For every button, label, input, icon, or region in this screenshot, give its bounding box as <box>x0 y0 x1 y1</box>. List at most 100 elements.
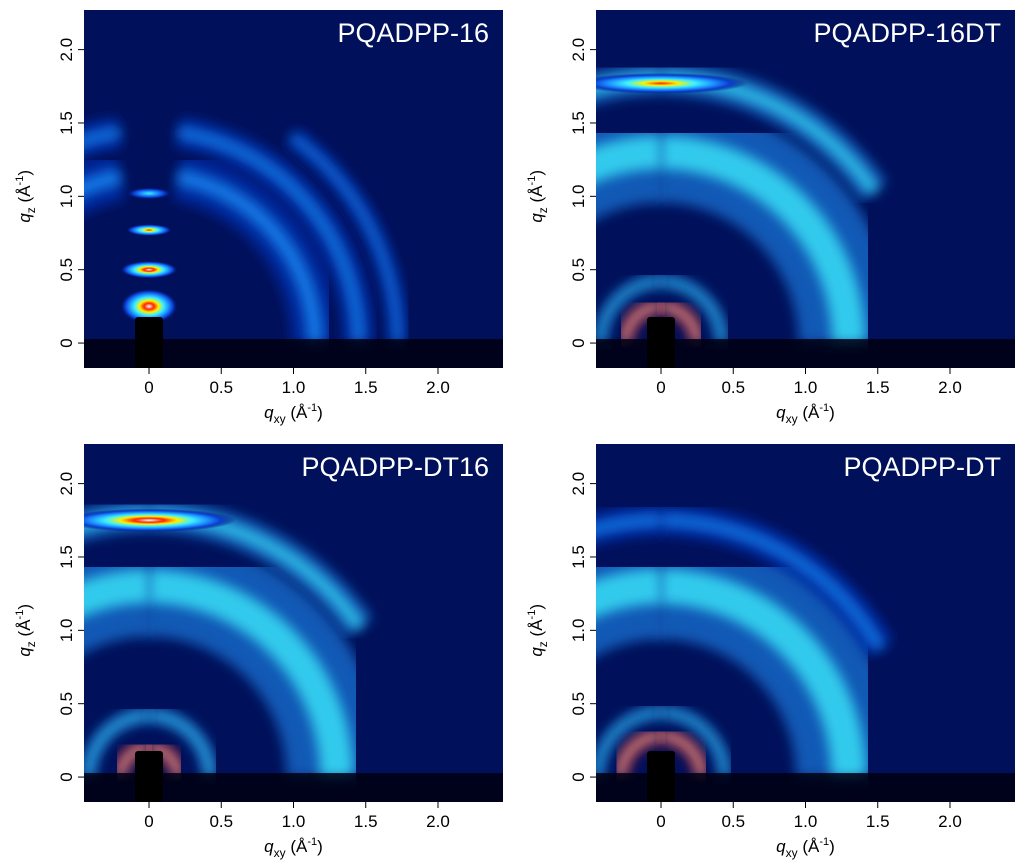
diffraction-peak <box>125 187 173 200</box>
scattering-image <box>84 444 503 802</box>
y-tick-label: 1.5 <box>57 545 76 569</box>
x-axis-label: qxy (Å-1) <box>776 402 835 426</box>
y-tick-label: 2.0 <box>57 472 76 496</box>
beamstop <box>135 317 164 368</box>
x-tick-label: 0.5 <box>721 378 745 397</box>
x-tick-label: 0 <box>144 812 153 831</box>
scattering-image <box>596 10 1015 368</box>
y-axis-label: qz (Å-1) <box>526 170 550 223</box>
x-tick-label: 2.0 <box>426 378 450 397</box>
diffraction-ring-core <box>148 712 213 778</box>
axes: 0 0.5 1.0 1.5 2.0 0 0.5 1.0 1.5 2.0 qxy (Å-1) qz (Å… <box>14 472 450 860</box>
diffraction-ring-core <box>596 710 661 778</box>
diffraction-ring-core <box>84 569 150 617</box>
x-tick-label: 0 <box>144 378 153 397</box>
x-axis-label: qxy (Å-1) <box>264 402 323 426</box>
y-tick-label: 1.5 <box>57 111 76 135</box>
y-tick-label: 1.0 <box>57 185 76 209</box>
diffraction-peak <box>596 73 748 94</box>
diffraction-ring-core <box>149 745 181 778</box>
diffraction-peak <box>120 288 178 324</box>
diffraction-ring-core <box>622 303 661 344</box>
x-tick-label: 0 <box>656 378 665 397</box>
scattering-image <box>596 444 1015 802</box>
y-tick-label: 2.0 <box>57 38 76 62</box>
diffraction-peak <box>120 260 178 279</box>
diffraction-ring-core <box>660 568 867 778</box>
x-tick-label: 1.0 <box>794 812 818 831</box>
x-tick-label: 0 <box>656 812 665 831</box>
giwaxs-pattern: PQADPP-DT <box>596 444 1015 802</box>
panel-pqadpp-dt16: PQADPP-DT16 0 0.5 1.0 1.5 2.0 0 0.5 1.0 1.5 2.0 qxy… <box>0 434 512 867</box>
scattering-image <box>84 10 503 368</box>
panel-title: PQADPP-DT <box>843 452 1001 482</box>
x-tick-label: 1.0 <box>282 378 306 397</box>
y-tick-label: 0.5 <box>569 258 588 282</box>
diffraction-peak <box>84 508 236 532</box>
x-tick-label: 0.5 <box>209 378 233 397</box>
diffraction-ring-core <box>617 733 661 778</box>
diffraction-ring-core <box>177 127 364 344</box>
diffraction-ring-core <box>660 279 724 344</box>
y-tick-label: 2.0 <box>569 38 588 62</box>
diffraction-ring-core <box>661 710 727 778</box>
y-tick-label: 0 <box>569 338 588 347</box>
diffraction-peak <box>125 224 173 236</box>
panel-title: PQADPP-DT16 <box>301 452 489 482</box>
panel-title: PQADPP-16 <box>337 18 489 48</box>
x-tick-label: 1.5 <box>866 812 890 831</box>
x-tick-label: 1.5 <box>866 378 890 397</box>
diffraction-ring-core <box>661 733 705 778</box>
beamstop <box>647 751 676 802</box>
y-axis-label: qz (Å-1) <box>526 604 550 657</box>
x-tick-label: 1.5 <box>354 378 378 397</box>
axes: 0 0.5 1.0 1.5 2.0 0 0.5 1.0 1.5 2.0 qxy (Å-1) qz (Å… <box>14 38 450 426</box>
diffraction-ring-core <box>661 303 700 344</box>
x-tick-label: 2.0 <box>938 812 962 831</box>
x-tick-label: 1.5 <box>354 812 378 831</box>
x-tick-label: 2.0 <box>938 378 962 397</box>
y-tick-label: 1.0 <box>569 185 588 209</box>
x-tick-label: 1.0 <box>794 378 818 397</box>
panel-title: PQADPP-16DT <box>813 18 1001 48</box>
giwaxs-pattern: PQADPP-16DT <box>596 10 1015 368</box>
diffraction-ring-core <box>85 712 150 778</box>
diffraction-ring-core <box>596 568 662 617</box>
diffraction-ring-core <box>598 279 662 344</box>
y-tick-label: 1.0 <box>57 619 76 643</box>
y-tick-label: 0.5 <box>57 258 76 282</box>
diffraction-ring-core <box>660 515 885 652</box>
diffraction-ring-core <box>596 135 662 183</box>
diffraction-ring-core <box>148 569 354 778</box>
giwaxs-pattern: PQADPP-16 <box>84 10 503 368</box>
panel-pqadpp-dt: PQADPP-DT 0 0.5 1.0 1.5 2.0 0 0.5 1.0 1.5 2.0 qxy (… <box>512 434 1024 867</box>
y-tick-label: 0.5 <box>57 692 76 716</box>
diffraction-ring-core <box>596 515 662 535</box>
x-axis-label: qxy (Å-1) <box>776 836 835 860</box>
y-tick-label: 1.5 <box>569 111 588 135</box>
x-axis-label: qxy (Å-1) <box>264 836 323 860</box>
beamstop <box>647 317 676 368</box>
x-tick-label: 0.5 <box>209 812 233 831</box>
panel-pqadpp-16: PQADPP-16 0 0.5 1.0 1.5 2.0 0 0.5 1.0 1.5 2.0 qxy (… <box>0 0 512 434</box>
x-tick-label: 0.5 <box>721 812 745 831</box>
x-tick-label: 1.0 <box>282 812 306 831</box>
y-axis-label: qz (Å-1) <box>14 604 38 657</box>
y-tick-label: 0 <box>57 338 76 347</box>
y-tick-label: 1.5 <box>569 545 588 569</box>
diffraction-ring-core <box>176 169 324 344</box>
y-tick-label: 0.5 <box>569 692 588 716</box>
x-tick-label: 2.0 <box>426 812 450 831</box>
axes: 0 0.5 1.0 1.5 2.0 0 0.5 1.0 1.5 2.0 qxy (Å-1) qz (Å… <box>526 472 962 860</box>
axes: 0 0.5 1.0 1.5 2.0 0 0.5 1.0 1.5 2.0 qxy (Å-1) qz (Å… <box>526 38 962 426</box>
giwaxs-pattern: PQADPP-DT16 <box>84 444 503 802</box>
y-axis-label: qz (Å-1) <box>14 170 38 223</box>
diffraction-ring-core <box>660 135 866 344</box>
diffraction-ring-core <box>117 745 149 778</box>
diffraction-ring-core <box>289 133 401 344</box>
beamstop <box>135 751 164 802</box>
y-tick-label: 2.0 <box>569 472 588 496</box>
y-tick-label: 0 <box>569 772 588 781</box>
y-tick-label: 0 <box>57 772 76 781</box>
y-tick-label: 1.0 <box>569 619 588 643</box>
